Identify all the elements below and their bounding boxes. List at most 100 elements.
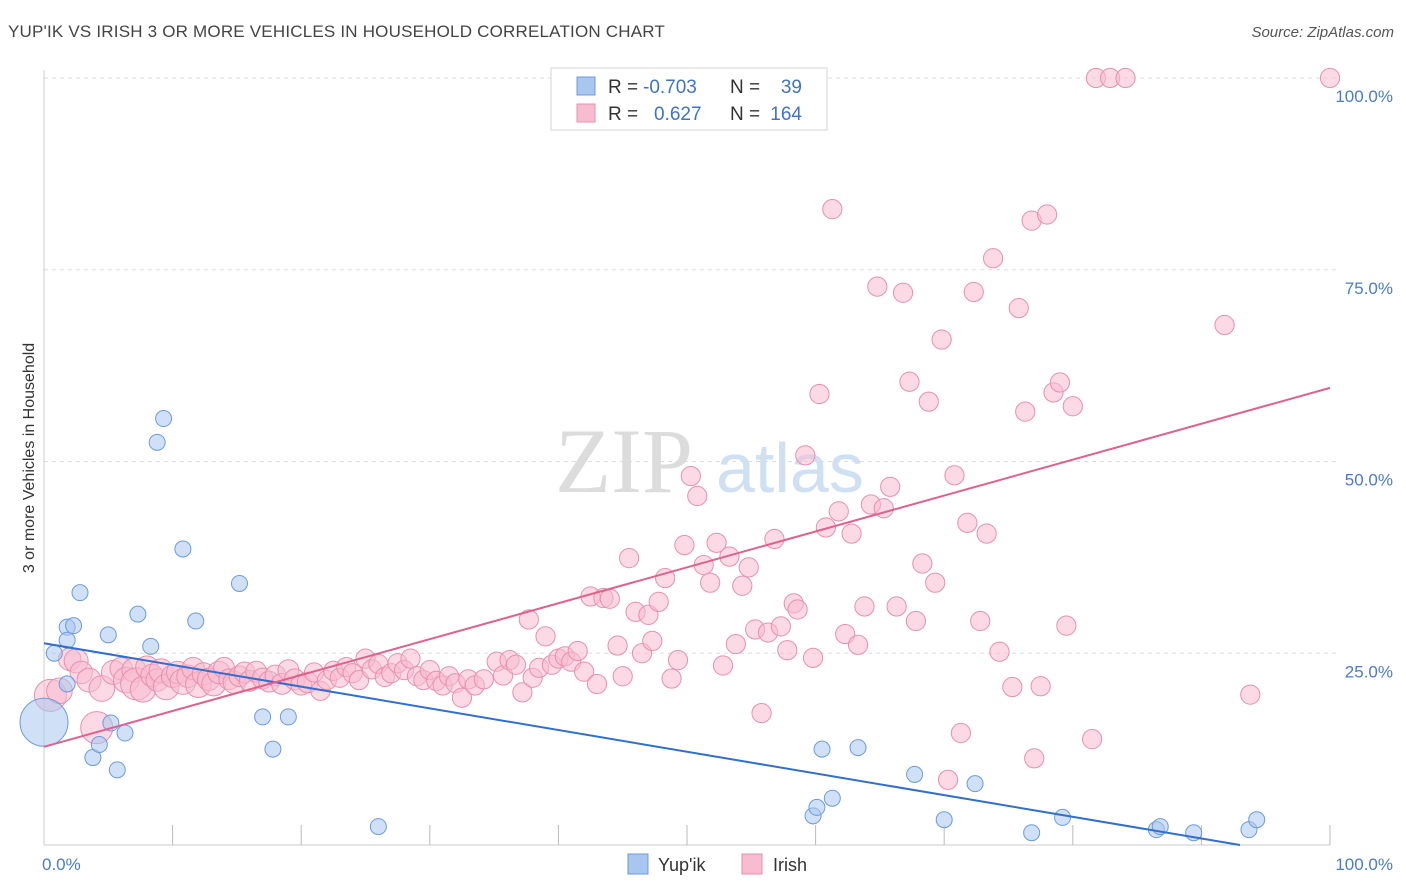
point-yupik: [808, 798, 826, 816]
point-irish: [912, 553, 933, 574]
series-legend-label-irish: Irish: [773, 855, 807, 875]
point-irish: [937, 769, 959, 790]
point-yupik: [142, 637, 160, 655]
point-irish: [574, 661, 595, 682]
y-axis-label: 3 or more Vehicles in Household: [21, 343, 38, 573]
point-irish: [1024, 748, 1045, 769]
point-yupik: [813, 740, 831, 758]
point-irish: [1214, 314, 1235, 336]
point-yupik: [155, 410, 173, 428]
point-irish: [1062, 396, 1083, 417]
point-irish: [607, 635, 628, 656]
point-irish: [661, 668, 682, 689]
point-irish: [1115, 67, 1136, 89]
point-irish: [680, 465, 701, 487]
point-irish: [706, 532, 727, 553]
trendline-yupik: [43, 642, 1241, 846]
point-irish: [931, 329, 952, 350]
trend-lines: [43, 386, 1331, 846]
watermark-atlas: atlas: [716, 429, 864, 507]
point-irish: [950, 722, 972, 744]
point-irish: [976, 523, 997, 544]
point-irish: [905, 610, 927, 632]
point-irish: [674, 535, 695, 556]
point-yupik: [264, 740, 282, 758]
point-irish: [809, 383, 830, 405]
legend-r-value-irish: 0.627: [654, 104, 702, 125]
legend-n-value-yupik: 39: [781, 77, 802, 98]
point-irish: [700, 572, 721, 593]
point-irish: [1081, 729, 1103, 750]
point-irish: [642, 630, 663, 652]
point-irish: [518, 609, 539, 630]
point-irish: [712, 655, 734, 676]
point-yupik: [935, 811, 953, 829]
point-irish: [1008, 298, 1029, 319]
point-irish: [989, 641, 1010, 662]
point-irish: [918, 391, 939, 412]
point-irish: [567, 640, 588, 662]
watermark-zip: ZIP: [555, 410, 693, 512]
point-irish: [867, 276, 888, 297]
point-yupik: [1054, 808, 1072, 826]
chart-title: YUP'IK VS IRISH 3 OR MORE VEHICLES IN HO…: [8, 22, 666, 41]
point-yupik: [90, 736, 108, 754]
legend-swatch-yupik: [576, 76, 596, 96]
point-irish: [925, 572, 946, 593]
point-irish: [599, 588, 620, 609]
series-legend-label-yupik: Yup'ik: [658, 855, 706, 875]
point-irish: [777, 640, 798, 661]
legend-n-label-irish: N =: [730, 104, 760, 125]
point-irish: [719, 546, 740, 567]
point-irish: [880, 476, 901, 497]
point-yupik: [58, 631, 76, 649]
point-irish: [612, 666, 633, 687]
point-irish: [847, 634, 869, 655]
point-yupik: [849, 739, 867, 757]
point-yupik: [823, 789, 841, 807]
y-tick-labels: 25.0% 50.0% 75.0% 100.0%: [1335, 87, 1393, 681]
series-legend-swatch-irish: [741, 853, 763, 875]
point-yupik: [65, 617, 83, 635]
watermark: ZIP atlas: [555, 410, 864, 512]
point-irish: [751, 702, 772, 724]
x-ticks: [172, 825, 1331, 845]
point-yupik: [187, 612, 205, 630]
point-yupik: [1248, 811, 1266, 829]
point-irish: [982, 248, 1004, 269]
point-irish: [535, 626, 556, 647]
series-legend: Yup'ik Irish: [627, 853, 807, 875]
point-yupik: [116, 724, 134, 742]
legend-r-label-irish: R =: [608, 104, 638, 125]
point-irish: [795, 445, 816, 466]
point-yupik: [174, 540, 192, 558]
point-irish: [1002, 676, 1023, 698]
point-irish: [687, 485, 708, 507]
y-tick-label: 100.0%: [1335, 87, 1393, 106]
legend-n-value-irish: 164: [770, 104, 802, 125]
y-tick-label: 25.0%: [1345, 662, 1393, 681]
y-tick-label: 75.0%: [1345, 279, 1393, 298]
point-yupik: [58, 675, 76, 693]
point-yupik: [369, 818, 387, 836]
point-irish: [957, 512, 978, 533]
point-irish: [505, 654, 527, 675]
point-irish: [732, 575, 753, 596]
point-irish: [586, 673, 608, 695]
point-yupik: [19, 697, 69, 747]
point-irish: [655, 567, 676, 589]
point-irish: [1319, 67, 1341, 89]
point-yupik: [71, 584, 89, 602]
point-irish: [892, 282, 914, 303]
point-irish: [473, 669, 494, 690]
point-irish: [899, 371, 920, 392]
x-tick-labels: 0.0% 100.0%: [42, 855, 1393, 874]
point-irish: [841, 523, 862, 544]
legend-r-label-yupik: R =: [608, 77, 638, 98]
point-yupik: [254, 708, 272, 726]
series-legend-swatch-yupik: [627, 853, 649, 875]
legend-n-label-yupik: N =: [730, 77, 760, 98]
point-irish: [1240, 684, 1261, 705]
point-yupik: [966, 775, 984, 793]
